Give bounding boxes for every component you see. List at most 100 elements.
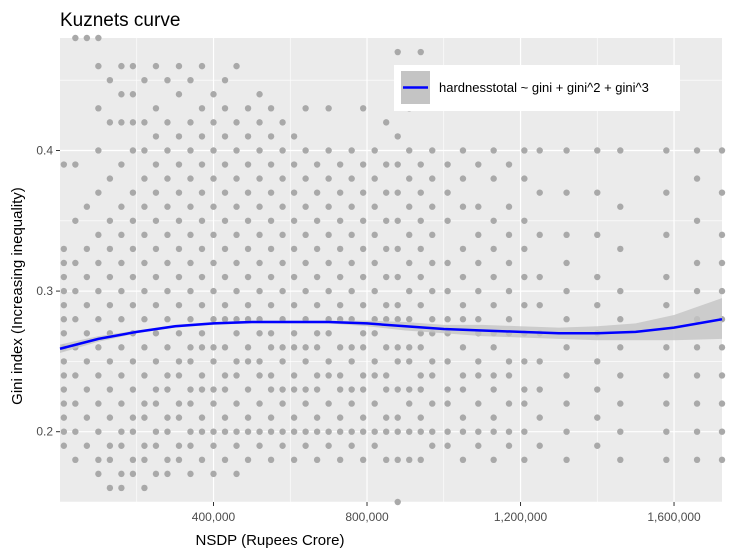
scatter-point <box>459 316 467 323</box>
scatter-point <box>118 442 125 449</box>
scatter-point <box>118 259 125 267</box>
scatter-point <box>459 456 467 464</box>
scatter-point <box>417 189 424 196</box>
scatter-point <box>594 358 601 365</box>
scatter-point <box>95 456 102 464</box>
scatter-point <box>505 372 513 379</box>
scatter-point <box>210 442 217 449</box>
scatter-point <box>521 217 528 224</box>
scatter-point <box>267 245 275 253</box>
scatter-point <box>198 386 206 393</box>
scatter-point <box>394 217 401 224</box>
scatter-point <box>129 414 137 421</box>
scatter-point <box>233 316 240 323</box>
scatter-point <box>444 428 451 435</box>
scatter-point <box>279 442 286 449</box>
scatter-point <box>244 456 252 464</box>
scatter-point <box>221 414 229 421</box>
scatter-point <box>505 442 513 449</box>
scatter-point <box>164 231 171 239</box>
scatter-point <box>256 442 263 449</box>
scatter-point <box>348 442 355 449</box>
scatter-point <box>594 442 601 449</box>
scatter-point <box>152 62 160 70</box>
scatter-point <box>279 400 286 407</box>
scatter-point <box>336 456 344 464</box>
scatter-point <box>290 189 298 196</box>
scatter-point <box>302 428 309 435</box>
scatter-point <box>221 386 229 393</box>
scatter-point <box>693 400 701 407</box>
scatter-point <box>60 301 68 309</box>
scatter-point <box>490 372 497 379</box>
scatter-point <box>152 386 160 393</box>
scatter-point <box>536 386 543 393</box>
scatter-point <box>118 484 125 492</box>
scatter-point <box>244 301 252 309</box>
scatter-point <box>459 428 467 435</box>
scatter-point <box>60 386 68 393</box>
scatter-point <box>406 147 413 154</box>
scatter-point <box>152 442 160 449</box>
scatter-point <box>60 287 68 295</box>
scatter-point <box>302 358 309 365</box>
scatter-point <box>95 470 102 478</box>
scatter-point <box>348 400 355 407</box>
scatter-point <box>198 105 206 112</box>
scatter-point <box>417 428 424 435</box>
scatter-point <box>187 470 194 478</box>
scatter-point <box>233 175 240 182</box>
scatter-point <box>106 414 114 421</box>
scatter-point <box>129 147 137 154</box>
scatter-point <box>267 372 275 379</box>
scatter-point <box>444 316 451 323</box>
scatter-point <box>406 428 413 435</box>
scatter-point <box>267 330 275 337</box>
scatter-point <box>383 428 390 435</box>
scatter-point <box>221 105 229 112</box>
scatter-point <box>521 428 528 435</box>
scatter-point <box>106 76 114 84</box>
scatter-point <box>429 316 436 323</box>
scatter-point <box>175 245 183 253</box>
scatter-point <box>718 189 726 196</box>
scatter-point <box>371 330 378 337</box>
x-tick-label: 800,000 <box>345 510 389 524</box>
scatter-point <box>617 344 624 351</box>
scatter-point <box>718 147 726 154</box>
scatter-point <box>348 175 355 182</box>
scatter-point <box>406 386 413 393</box>
scatter-point <box>325 147 332 154</box>
scatter-point <box>394 498 401 506</box>
scatter-point <box>210 316 217 323</box>
scatter-point <box>406 316 413 323</box>
scatter-point <box>210 386 217 393</box>
scatter-point <box>244 105 252 112</box>
scatter-point <box>563 456 570 464</box>
scatter-point <box>187 400 194 407</box>
scatter-point <box>175 301 183 309</box>
scatter-point <box>348 203 355 210</box>
scatter-point <box>336 428 344 435</box>
scatter-point <box>325 259 332 267</box>
scatter-point <box>256 91 263 98</box>
scatter-point <box>141 147 148 154</box>
scatter-point <box>325 442 332 449</box>
scatter-point <box>141 287 148 295</box>
scatter-point <box>417 273 424 281</box>
scatter-point <box>152 301 160 309</box>
scatter-point <box>141 400 148 407</box>
scatter-point <box>383 316 390 323</box>
scatter-point <box>290 456 298 464</box>
scatter-point <box>417 414 424 421</box>
scatter-point <box>325 400 332 407</box>
scatter-point <box>83 442 91 449</box>
scatter-point <box>118 91 125 98</box>
scatter-point <box>83 386 91 393</box>
scatter-point <box>444 400 451 407</box>
scatter-point <box>394 316 401 323</box>
scatter-point <box>302 287 309 295</box>
scatter-point <box>267 344 275 351</box>
scatter-point <box>198 456 206 464</box>
scatter-point <box>475 259 482 267</box>
